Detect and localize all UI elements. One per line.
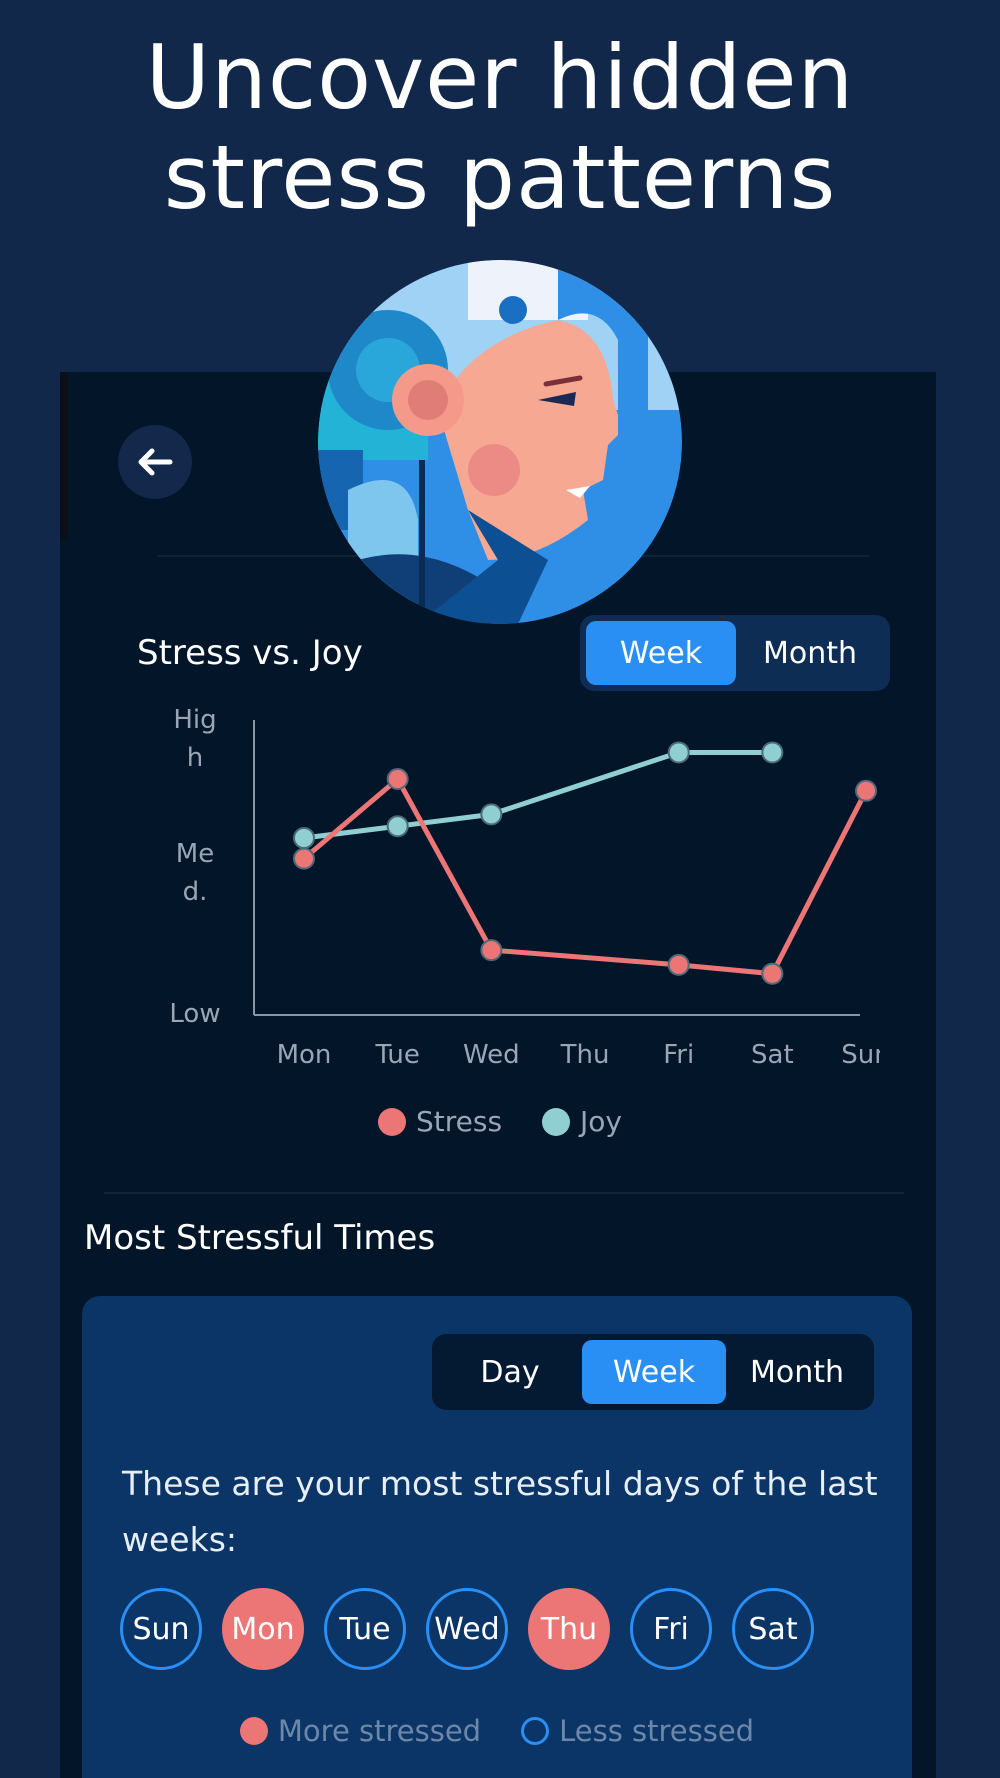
- stressful-times-title: Most Stressful Times: [84, 1218, 436, 1258]
- legend-less-stressed: Less stressed: [521, 1714, 754, 1748]
- point-stress-tue: [386, 768, 409, 790]
- y-tick-label: d.: [183, 877, 208, 907]
- day-selector: Sun Mon Tue Wed Thu Fri Sat: [120, 1588, 814, 1670]
- point-joy-fri: [667, 741, 690, 764]
- range-week-button-2[interactable]: Week: [582, 1340, 726, 1404]
- stressful-range-toggle: Day Week Month: [432, 1334, 874, 1410]
- day-wed[interactable]: Wed: [426, 1588, 508, 1670]
- stress-joy-title: Stress vs. Joy: [137, 633, 363, 673]
- back-button[interactable]: [118, 425, 192, 499]
- range-week-button[interactable]: Week: [586, 621, 736, 685]
- legend-label-joy: Joy: [580, 1105, 623, 1138]
- day-fri[interactable]: Fri: [630, 1588, 712, 1670]
- stress-level-legend: More stressed Less stressed: [82, 1714, 912, 1748]
- x-tick-label: Mon: [277, 1040, 332, 1070]
- point-stress-mon: [293, 847, 315, 870]
- x-tick-label: Thu: [560, 1040, 610, 1070]
- headline-line-1: Uncover hidden: [145, 26, 855, 129]
- less-stressed-ring-icon: [521, 1717, 550, 1745]
- section-divider: [104, 1192, 904, 1194]
- y-tick-label: Me: [176, 839, 214, 869]
- day-sat[interactable]: Sat: [732, 1588, 814, 1670]
- arrow-left-icon: [138, 448, 173, 476]
- chart-svg: Hig h Me d. Low Mon Tue Wed Thu Fri Sat Sun: [169, 705, 890, 1070]
- legend-item-stress: Stress: [377, 1105, 503, 1138]
- point-stress-fri: [667, 953, 690, 976]
- range-day-button[interactable]: Day: [480, 1354, 540, 1390]
- headline-line-2: stress patterns: [163, 126, 837, 229]
- joy-dot-icon: [542, 1107, 571, 1136]
- point-joy-tue: [386, 815, 409, 838]
- stress-joy-range-toggle: Week Month: [580, 615, 890, 691]
- x-tick-label: Sun: [841, 1040, 880, 1070]
- phone-edge: [60, 372, 68, 540]
- stress-dot-icon: [377, 1107, 406, 1136]
- y-tick-label: h: [187, 743, 203, 773]
- legend-label-stress: Stress: [415, 1105, 503, 1138]
- chart-legend: Stress Joy: [0, 1105, 1000, 1138]
- x-tick-label: Wed: [463, 1040, 520, 1070]
- headline: Uncover hidden stress patterns: [0, 28, 1000, 228]
- point-stress-sun: [855, 779, 878, 802]
- legend-more-label: More stressed: [277, 1714, 482, 1748]
- y-tick-label: Hig: [173, 705, 216, 735]
- legend-item-joy: Joy: [542, 1105, 622, 1138]
- legend-less-label: Less stressed: [559, 1714, 755, 1748]
- point-stress-sat: [761, 962, 784, 985]
- y-tick-label: Low: [169, 999, 220, 1029]
- point-joy-wed: [480, 803, 503, 826]
- stressful-times-card: Day Week Month These are your most stres…: [82, 1296, 912, 1778]
- day-tue[interactable]: Tue: [324, 1588, 406, 1670]
- series-line-joy: [303, 749, 773, 841]
- stress-joy-chart: Hig h Me d. Low Mon Tue Wed Thu Fri Sat Sun: [150, 700, 890, 1140]
- profile-illustration: [318, 260, 682, 624]
- range-month-button-2[interactable]: Month: [749, 1354, 845, 1390]
- point-joy-sat: [761, 741, 784, 764]
- legend-more-stressed: More stressed: [239, 1714, 482, 1748]
- day-sun[interactable]: Sun: [120, 1588, 202, 1670]
- point-joy-mon: [293, 827, 315, 849]
- point-stress-wed: [480, 939, 503, 962]
- x-tick-label: Tue: [374, 1040, 419, 1070]
- x-tick-label: Fri: [663, 1040, 694, 1070]
- series-line-stress: [302, 776, 869, 977]
- day-thu[interactable]: Thu: [528, 1588, 610, 1670]
- range-month-button[interactable]: Month: [762, 635, 858, 671]
- x-tick-label: Sat: [751, 1040, 794, 1070]
- day-mon[interactable]: Mon: [222, 1588, 304, 1670]
- more-stressed-dot-icon: [239, 1717, 268, 1745]
- stressful-days-description: These are your most stressful days of th…: [122, 1464, 878, 1559]
